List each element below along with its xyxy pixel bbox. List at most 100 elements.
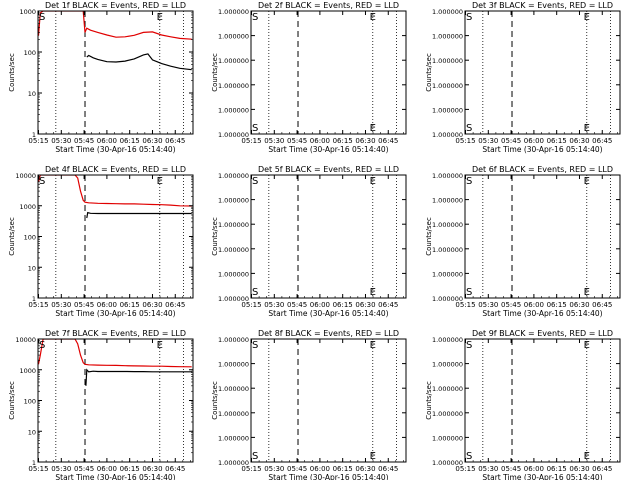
x-tick-label: 06:45 [378, 301, 398, 309]
y-tick-label: 1.000000 [432, 385, 463, 393]
x-tick-label: 06:45 [378, 465, 398, 473]
events-rate-line [86, 53, 192, 71]
end-marker: E [584, 287, 590, 298]
x-axis-label: Start Time (30-Apr-16 05:14:40) [268, 473, 388, 480]
y-tick-label: 1.000000 [432, 246, 463, 254]
y-tick-label: 1.000000 [432, 270, 463, 278]
x-tick-label: 05:15 [241, 137, 261, 145]
x-tick-label: 06:00 [524, 465, 544, 473]
x-tick-label: 06:15 [120, 465, 140, 473]
x-tick-label: 06:45 [165, 301, 185, 309]
x-tick-label: 06:45 [165, 465, 185, 473]
y-axis-label: Counts/sec [8, 217, 16, 256]
x-tick-label: 05:30 [478, 137, 498, 145]
y-axis-label: Counts/sec [8, 53, 16, 92]
panel-title: Det 6f BLACK = Events, RED = LLD [472, 165, 613, 174]
y-tick-label: 1.000000 [432, 361, 463, 369]
x-tick-label: 05:30 [478, 301, 498, 309]
panel-title: Det 8f BLACK = Events, RED = LLD [258, 329, 399, 338]
end-marker: E [370, 451, 376, 462]
y-tick-label: 10 [28, 264, 36, 272]
y-tick-label: 1.000000 [218, 131, 249, 139]
end-marker: E [370, 340, 376, 351]
y-axis-label: Counts/sec [425, 53, 433, 92]
y-tick-label: 1.000000 [432, 221, 463, 229]
x-tick-label: 06:15 [547, 137, 567, 145]
plot-frame [464, 174, 621, 299]
y-tick-label: 1.000000 [218, 8, 249, 16]
x-tick-label: 06:30 [569, 465, 589, 473]
end-marker: E [584, 340, 590, 351]
y-tick-label: 1.000000 [218, 385, 249, 393]
x-tick-label: 05:45 [74, 465, 94, 473]
start-marker: S [252, 176, 258, 187]
x-tick-label: 06:15 [120, 301, 140, 309]
x-tick-label: 06:00 [97, 137, 117, 145]
panel-title: Det 9f BLACK = Events, RED = LLD [472, 329, 613, 338]
x-tick-label: 06:15 [333, 465, 353, 473]
y-tick-label: 1.000000 [432, 172, 463, 180]
x-tick-label: 06:30 [569, 137, 589, 145]
x-axis-label: Start Time (30-Apr-16 05:14:40) [268, 145, 388, 154]
y-tick-label: 100 [24, 398, 36, 406]
y-axis-label: Counts/sec [425, 217, 433, 256]
y-tick-label: 1.000000 [218, 459, 249, 467]
end-marker: E [584, 123, 590, 134]
x-tick-label: 05:45 [74, 301, 94, 309]
x-tick-label: 05:15 [28, 137, 48, 145]
x-tick-label: 05:30 [51, 137, 71, 145]
x-tick-label: 06:15 [547, 465, 567, 473]
start-marker: S [466, 287, 472, 298]
y-tick-label: 1.000000 [218, 82, 249, 90]
x-tick-label: 05:45 [74, 137, 94, 145]
y-tick-label: 1.000000 [218, 172, 249, 180]
x-tick-label: 05:30 [264, 137, 284, 145]
plot-frame [250, 10, 407, 135]
y-tick-label: 1 [32, 459, 36, 467]
start-marker: S [466, 176, 472, 187]
start-marker: S [466, 451, 472, 462]
x-axis-label: Start Time (30-Apr-16 05:14:40) [482, 473, 602, 480]
lld-rate-line [38, 175, 192, 207]
y-tick-label: 1.000000 [432, 295, 463, 303]
end-marker: E [370, 176, 376, 187]
x-tick-label: 06:30 [142, 465, 162, 473]
end-marker: E [370, 287, 376, 298]
x-tick-label: 05:15 [455, 137, 475, 145]
x-tick-label: 06:15 [120, 137, 140, 145]
end-marker: E [157, 12, 163, 23]
x-tick-label: 06:30 [355, 465, 375, 473]
x-axis-label: Start Time (30-Apr-16 05:14:40) [482, 309, 602, 318]
end-marker: E [584, 451, 590, 462]
end-marker: E [157, 176, 163, 187]
y-tick-label: 1 [32, 295, 36, 303]
start-marker: S [252, 451, 258, 462]
y-tick-label: 10000 [15, 172, 36, 180]
start-marker: S [252, 123, 258, 134]
x-tick-label: 06:30 [355, 301, 375, 309]
y-tick-label: 1.000000 [218, 434, 249, 442]
y-tick-label: 1.000000 [218, 336, 249, 344]
x-tick-label: 05:45 [501, 301, 521, 309]
x-tick-label: 06:00 [97, 465, 117, 473]
x-tick-label: 06:30 [569, 301, 589, 309]
y-axis-label: Counts/sec [425, 381, 433, 420]
x-tick-label: 06:00 [310, 301, 330, 309]
plot-frame [250, 174, 407, 299]
y-axis-label: Counts/sec [211, 381, 219, 420]
panel-title: Det 4f BLACK = Events, RED = LLD [45, 165, 186, 174]
x-tick-label: 05:30 [264, 301, 284, 309]
y-tick-label: 1.000000 [432, 57, 463, 65]
y-tick-label: 1.000000 [432, 459, 463, 467]
x-tick-label: 05:15 [28, 301, 48, 309]
y-tick-label: 100 [24, 234, 36, 242]
end-marker: E [157, 340, 163, 351]
y-tick-label: 1000 [19, 203, 36, 211]
plot-frame [250, 338, 407, 463]
